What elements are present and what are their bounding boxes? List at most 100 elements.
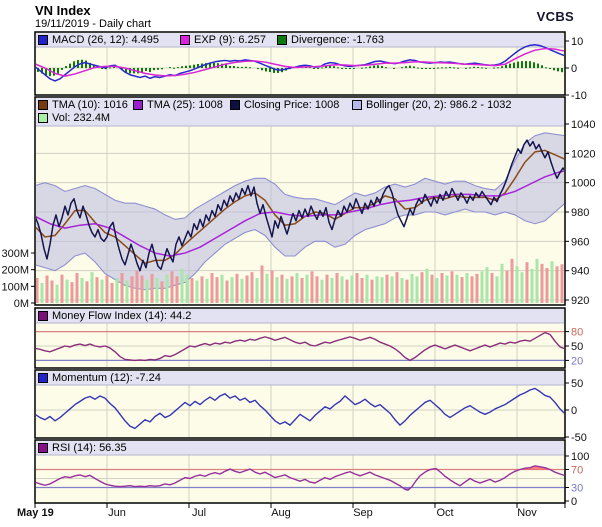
- volume-bar: [215, 277, 219, 303]
- volume-bar: [380, 277, 384, 303]
- divergence-bar: [369, 66, 371, 68]
- divergence-bar: [77, 60, 79, 68]
- volume-bar: [450, 271, 454, 303]
- volume-bar: [170, 271, 174, 303]
- divergence-bar: [93, 65, 95, 68]
- volume-bar: [245, 275, 249, 303]
- rsi-color-chip: [38, 443, 48, 453]
- rsi-panel: 100 70 300: [34, 439, 589, 508]
- divergence-bar: [329, 65, 331, 68]
- divergence-bar: [333, 66, 335, 68]
- volume-bar: [365, 274, 369, 303]
- axis-label: 100M: [1, 281, 29, 293]
- mfi-line: [36, 331, 564, 362]
- volume-bar: [520, 272, 524, 303]
- divergence-bar: [533, 62, 535, 68]
- volume-bar: [180, 268, 184, 303]
- divergence-bar: [477, 66, 479, 68]
- legend-item-divergence: Divergence: -1.763: [277, 34, 384, 46]
- volume-bar: [60, 274, 64, 303]
- mfi-color-chip: [38, 311, 48, 321]
- divergence-bar: [177, 67, 179, 69]
- mfi-panel-legend-strip: [36, 309, 564, 323]
- divergence-bar: [481, 67, 483, 69]
- volume-bar: [390, 276, 394, 303]
- divergence-bar: [445, 67, 447, 69]
- divergence-bar: [233, 66, 235, 68]
- momentum-color-chip: [38, 373, 48, 383]
- volume-bar: [395, 272, 399, 303]
- exp-line: [36, 47, 564, 77]
- divergence-bar: [221, 63, 223, 68]
- divergence-bar: [501, 66, 503, 68]
- divergence-bar: [229, 65, 231, 68]
- divergence-bar: [137, 68, 139, 74]
- axis-label: 50: [571, 341, 583, 353]
- macd-color-chip: [38, 35, 48, 45]
- legend-item-closing-price: Closing Price: 1008: [230, 99, 339, 111]
- axis-label: Oct: [436, 507, 453, 519]
- divergence-bar: [57, 68, 59, 74]
- axis-label: Jul: [192, 507, 206, 519]
- volume-bar: [55, 284, 59, 303]
- volume-bar: [400, 278, 404, 303]
- divergence-bar: [173, 67, 175, 69]
- volume-bar: [515, 266, 519, 303]
- volume-bar: [185, 274, 189, 303]
- divergence-bar: [417, 67, 419, 69]
- divergence-bar: [473, 66, 475, 68]
- axis-label: 50: [571, 378, 583, 390]
- volume-bar: [360, 278, 364, 303]
- mom-line: [36, 387, 564, 430]
- legend-label: Money Flow Index (14): 44.2: [52, 310, 192, 322]
- divergence-bar: [185, 65, 187, 68]
- divergence-bar: [65, 66, 67, 68]
- volume-bar: [220, 274, 224, 303]
- axis-label: Sep: [353, 507, 373, 519]
- divergence-bar: [249, 67, 251, 69]
- volume-bar: [320, 279, 324, 303]
- divergence-bar: [381, 65, 383, 68]
- axis-label: 200M: [1, 265, 29, 277]
- divergence-bar: [393, 68, 395, 69]
- volume-bar: [275, 277, 279, 303]
- volume-bar: [455, 274, 459, 303]
- axis-label: 30: [571, 483, 583, 495]
- divergence-bar: [377, 65, 379, 68]
- legend-item-tma25: TMA (25): 1008: [133, 99, 223, 111]
- divergence-bar: [493, 67, 495, 69]
- divergence-bar: [149, 68, 151, 73]
- volume-bar: [535, 258, 539, 303]
- legend-item-volume: Vol: 232.4M: [38, 112, 110, 124]
- divergence-bar: [549, 68, 551, 69]
- volume-bar: [385, 274, 389, 303]
- legend-item-bollinger: Bollinger (20, 2): 986.2 - 1032: [352, 99, 512, 111]
- divergence-bar: [557, 68, 559, 72]
- divergence-bar: [269, 68, 271, 73]
- divergence-bar: [189, 65, 191, 68]
- volume-bar: [540, 263, 544, 303]
- axis-label: 10: [571, 36, 583, 48]
- volume-bar: [295, 273, 299, 303]
- divergence-bar: [193, 64, 195, 68]
- volume-bar: [65, 279, 69, 303]
- divergence-bar: [73, 61, 75, 68]
- legend-item-momentum: Momentum (12): -7.24: [38, 372, 161, 384]
- macd-panel: 10 0 -10: [34, 31, 587, 102]
- legend-label: Bollinger (20, 2): 986.2 - 1032: [366, 99, 512, 111]
- volume-bar: [210, 273, 214, 303]
- volume-bar: [165, 274, 169, 303]
- volume-bar: [285, 278, 289, 303]
- divergence-bar: [89, 62, 91, 68]
- volume-bar: [290, 276, 294, 303]
- x-axis: May 19 Jun Jul Aug Sep Oct Nov: [17, 503, 566, 519]
- divergence-bar: [85, 60, 87, 68]
- macd-panel-legend-strip: [36, 33, 564, 47]
- volume-bar: [120, 273, 124, 303]
- divergence-bar: [517, 61, 519, 68]
- axis-label: -50: [571, 432, 587, 444]
- volume-bar: [485, 267, 489, 303]
- volume-bar: [310, 271, 314, 303]
- divergence-bar: [209, 62, 211, 68]
- legend-item-macd: MACD (26, 12): 4.495: [38, 34, 159, 46]
